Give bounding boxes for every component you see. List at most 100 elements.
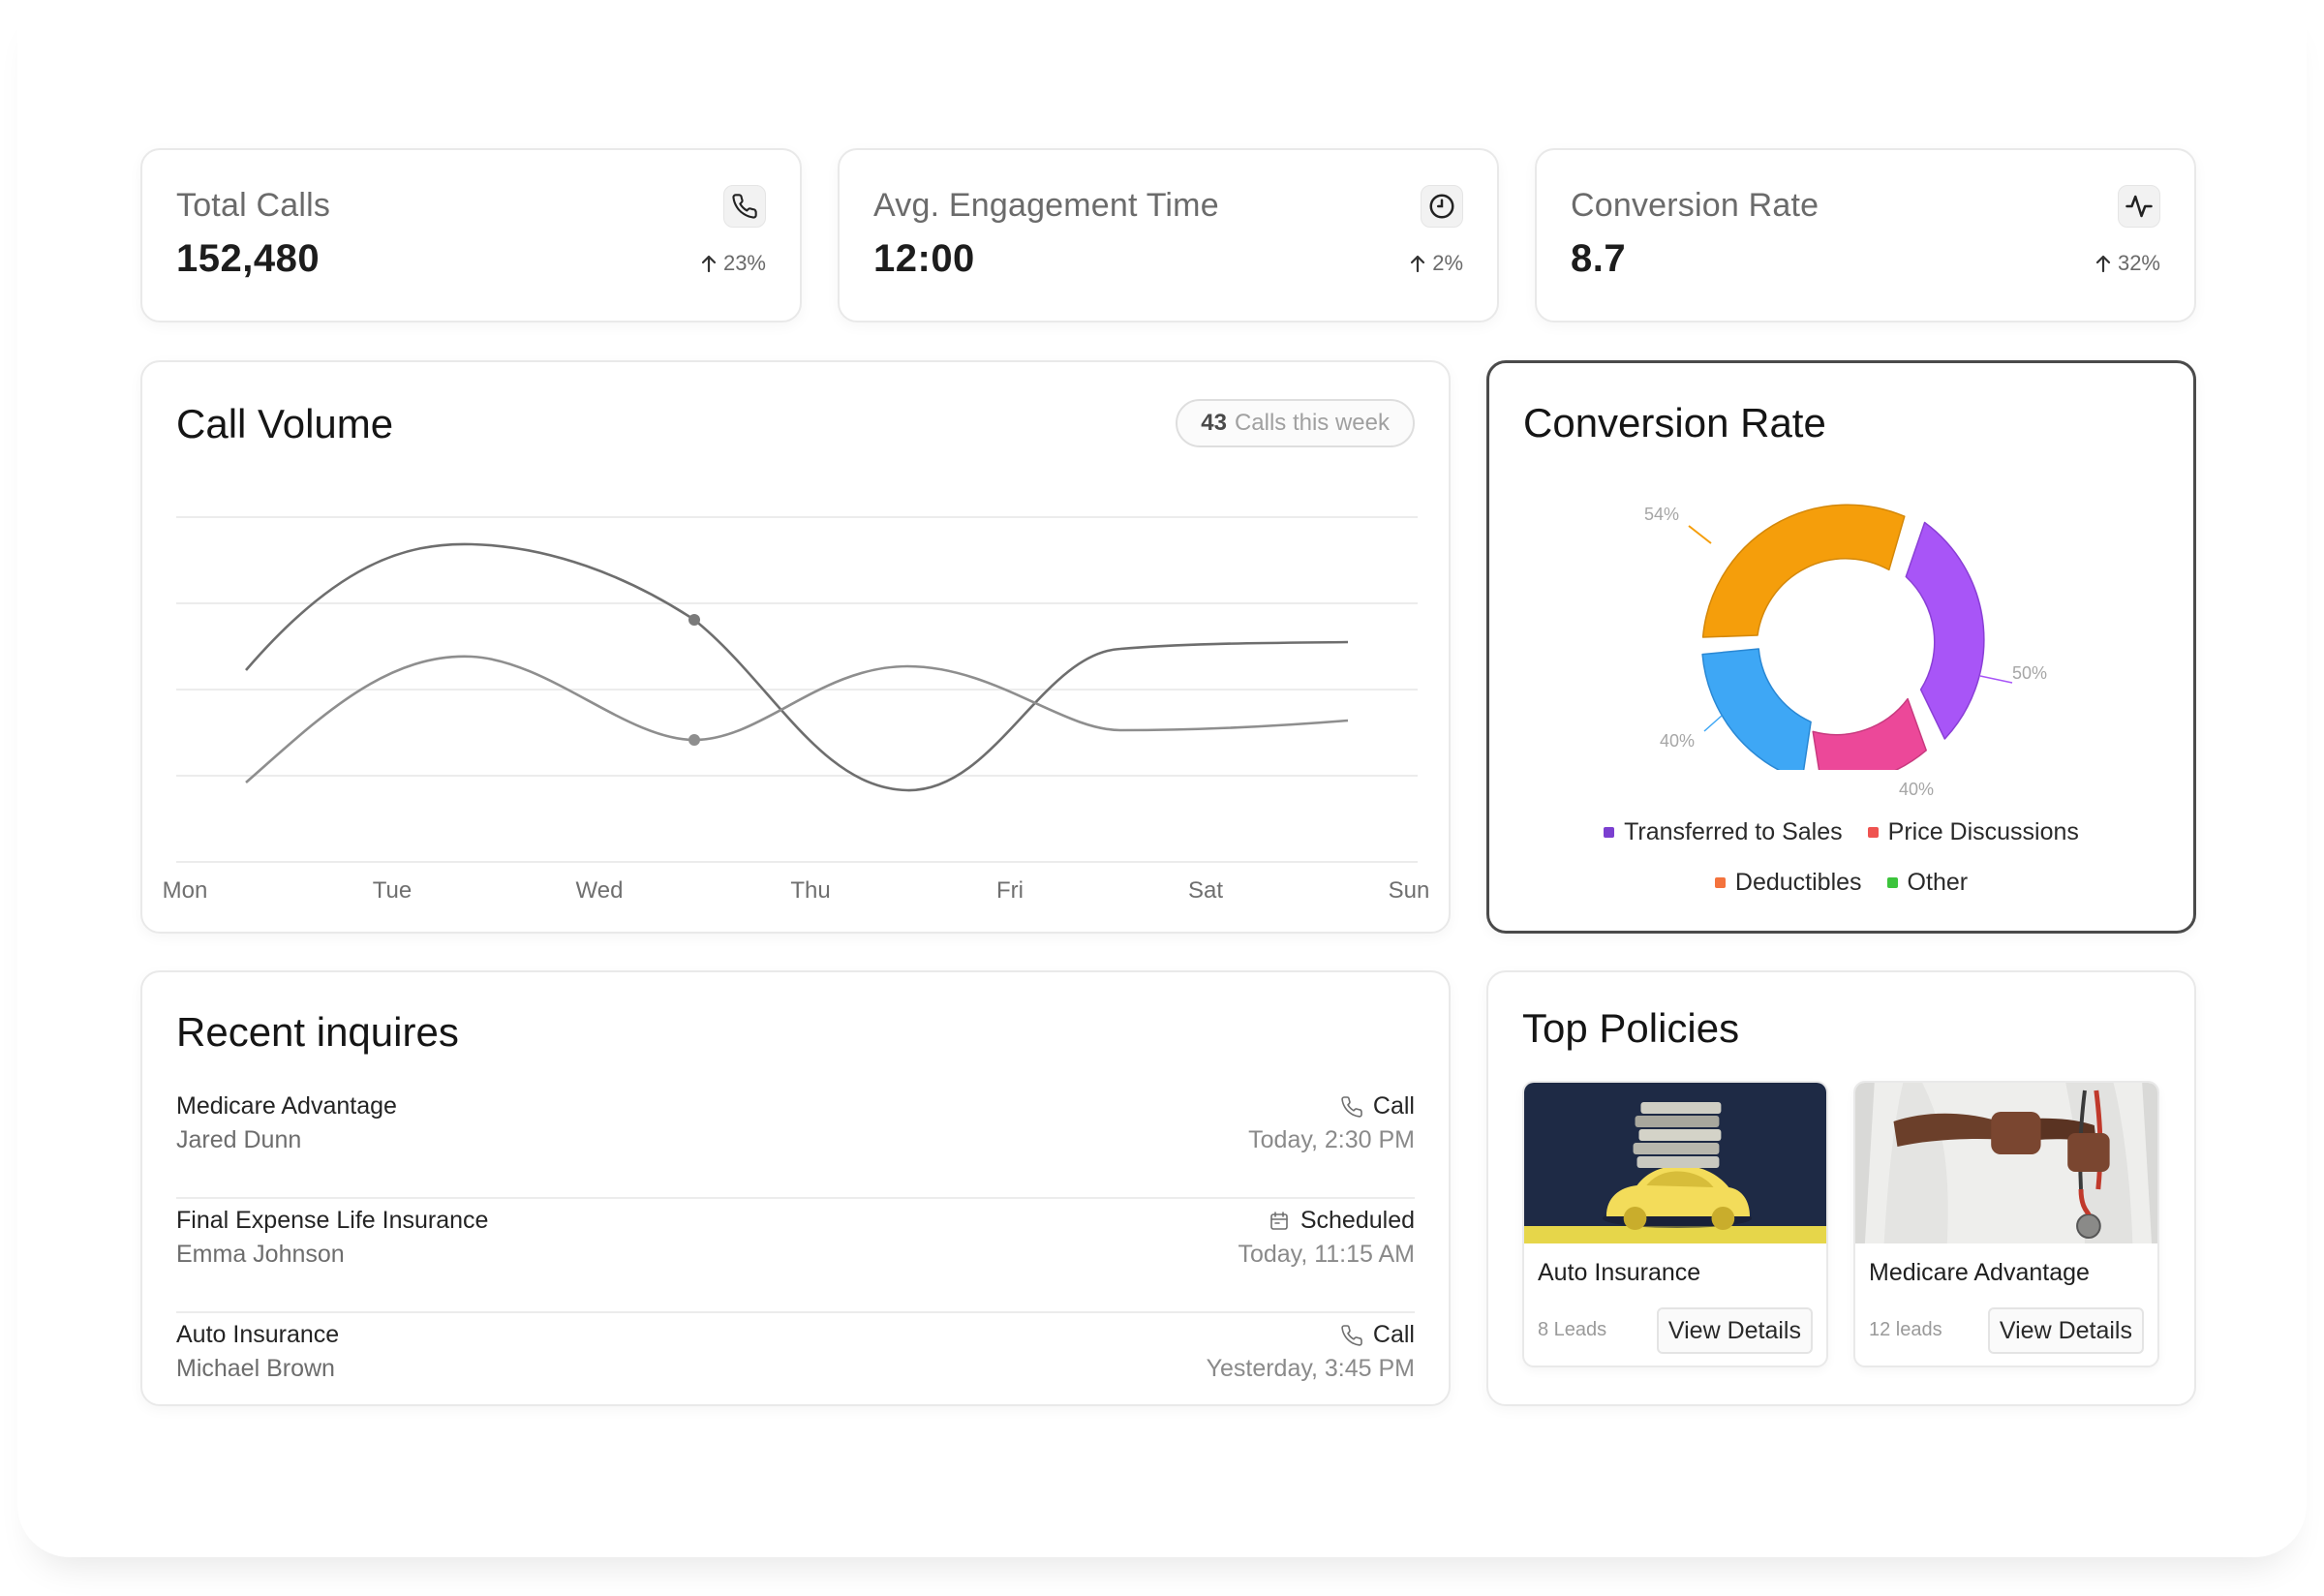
badge-text: Calls this week <box>1234 410 1390 436</box>
legend-label: Other <box>1907 869 1969 896</box>
inquiry-policy: Medicare Advantage <box>176 1092 397 1120</box>
view-details-button[interactable]: View Details <box>1987 1307 2144 1354</box>
stat-change-value: 32% <box>2117 251 2160 275</box>
stat-title: Conversion Rate <box>1571 187 1819 224</box>
phone-icon <box>1341 1324 1362 1346</box>
arrow-up-icon <box>701 255 717 273</box>
calls-this-week-badge[interactable]: 43 Calls this week <box>1176 399 1415 447</box>
donut-segment-pink <box>1812 697 1927 770</box>
stat-title: Total Calls <box>176 187 331 224</box>
phone-icon <box>1341 1095 1362 1118</box>
legend-swatch <box>1604 827 1615 838</box>
donut-segment-purple <box>1905 521 1985 740</box>
donut-label-purple: 50% <box>2012 663 2048 683</box>
stat-value: 12:00 <box>873 237 975 280</box>
inquiry-contact-name: Michael Brown <box>176 1355 335 1382</box>
stat-card-engagement-time: Avg. Engagement Time 12:00 2% <box>838 148 1499 322</box>
legend-swatch <box>1886 877 1898 888</box>
top-policies-card: Top Policies Auto Insurance 8 Leads View… <box>1486 970 2196 1406</box>
data-point <box>688 614 700 626</box>
call-volume-chart <box>176 516 1418 863</box>
inquiry-type: Call <box>1340 1321 1415 1349</box>
inquiry-type-label: Call <box>1372 1321 1415 1348</box>
divider <box>176 1197 1415 1199</box>
stat-change: 2% <box>1409 251 1463 276</box>
card-title: Call Volume <box>176 401 394 446</box>
day-label: Fri <box>996 877 1024 904</box>
inquiry-type: Scheduled <box>1268 1207 1415 1235</box>
policy-card-auto-insurance[interactable]: Auto Insurance 8 Leads View Details <box>1522 1081 1828 1367</box>
leader-line <box>1979 675 2013 684</box>
legend-label: Transferred to Sales <box>1624 818 1843 845</box>
leader-line <box>1688 525 1712 544</box>
inquiry-type: Call <box>1340 1092 1415 1120</box>
conversion-rate-card: Conversion Rate 54% 50% 40% 40% Transfer… <box>1486 360 2196 934</box>
inquiry-row[interactable]: Auto Insurance Michael Brown Call Yester… <box>176 1321 1415 1389</box>
car-with-money-image <box>1524 1083 1826 1243</box>
policy-name: Medicare Advantage <box>1869 1259 2090 1286</box>
day-label: Sat <box>1187 877 1224 904</box>
inquiry-policy: Auto Insurance <box>176 1321 340 1348</box>
donut-segment-blue <box>1701 648 1812 770</box>
donut-segment-orange <box>1701 504 1906 638</box>
recent-inquiries-card: Recent inquires Medicare Advantage Jared… <box>140 970 1451 1406</box>
data-point <box>688 734 700 746</box>
inquiry-policy: Final Expense Life Insurance <box>176 1207 489 1234</box>
call-volume-card: Call Volume 43 Calls this week Mon Tue W… <box>140 360 1451 934</box>
donut-label-blue: 40% <box>1660 731 1696 751</box>
legend-label: Price Discussions <box>1887 818 2079 845</box>
inquiry-time: Today, 11:15 AM <box>1238 1241 1415 1268</box>
policy-leads: 12 leads <box>1869 1319 1942 1340</box>
day-label: Tue <box>372 877 413 904</box>
stat-value: 152,480 <box>176 237 321 280</box>
legend-label: Deductibles <box>1734 869 1862 896</box>
doctor-with-stethoscope-image <box>1855 1083 2157 1243</box>
stat-card-total-calls: Total Calls 152,480 23% <box>140 148 802 322</box>
legend-item[interactable]: Other <box>1886 869 1969 897</box>
inquiry-type-label: Call <box>1372 1092 1415 1120</box>
stat-value: 8.7 <box>1571 237 1627 280</box>
stat-change: 32% <box>2095 251 2160 276</box>
stat-change-value: 23% <box>722 251 766 275</box>
donut-legend: Transferred to Sales Price Discussions <box>1489 818 2193 846</box>
inquiry-row[interactable]: Medicare Advantage Jared Dunn Call Today… <box>176 1092 1415 1199</box>
inquiry-type-label: Scheduled <box>1300 1207 1415 1234</box>
activity-icon <box>2118 185 2160 228</box>
donut-legend: Deductibles Other <box>1489 869 2193 897</box>
series-line-2 <box>245 655 1349 783</box>
day-label: Sun <box>1388 877 1430 904</box>
legend-swatch <box>1714 877 1726 888</box>
policy-leads: 8 Leads <box>1538 1319 1607 1340</box>
policy-name: Auto Insurance <box>1538 1259 1701 1286</box>
calendar-icon <box>1270 1211 1288 1230</box>
legend-item[interactable]: Price Discussions <box>1867 818 2079 846</box>
day-label: Thu <box>790 877 831 904</box>
inquiry-row[interactable]: Final Expense Life Insurance Emma Johnso… <box>176 1207 1415 1313</box>
inquiry-contact-name: Jared Dunn <box>176 1126 302 1153</box>
legend-item[interactable]: Transferred to Sales <box>1604 818 1843 846</box>
donut-label-orange: 54% <box>1644 505 1680 524</box>
divider <box>176 1311 1415 1313</box>
stat-card-conversion-rate: Conversion Rate 8.7 32% <box>1535 148 2196 322</box>
stat-change-value: 2% <box>1432 251 1463 275</box>
stat-title: Avg. Engagement Time <box>873 187 1219 224</box>
card-title: Recent inquires <box>176 1009 459 1055</box>
inquiry-contact-name: Emma Johnson <box>176 1241 345 1268</box>
conversion-donut-chart <box>1688 504 2013 770</box>
day-label: Wed <box>575 877 624 904</box>
view-details-button[interactable]: View Details <box>1656 1307 1813 1354</box>
clock-icon <box>1421 185 1463 228</box>
badge-count: 43 <box>1201 410 1227 436</box>
donut-label-pink: 40% <box>1899 780 1935 799</box>
series-line-1 <box>245 542 1349 792</box>
card-title: Top Policies <box>1522 1005 1740 1051</box>
arrow-up-icon <box>2095 255 2111 273</box>
leader-line <box>1703 715 1723 732</box>
legend-swatch <box>1867 827 1879 838</box>
legend-item[interactable]: Deductibles <box>1714 869 1862 897</box>
arrow-up-icon <box>1411 255 1425 273</box>
stat-change: 23% <box>700 251 766 276</box>
inquiry-time: Today, 2:30 PM <box>1248 1126 1415 1153</box>
policy-card-medicare-advantage[interactable]: Medicare Advantage 12 leads View Details <box>1853 1081 2159 1367</box>
